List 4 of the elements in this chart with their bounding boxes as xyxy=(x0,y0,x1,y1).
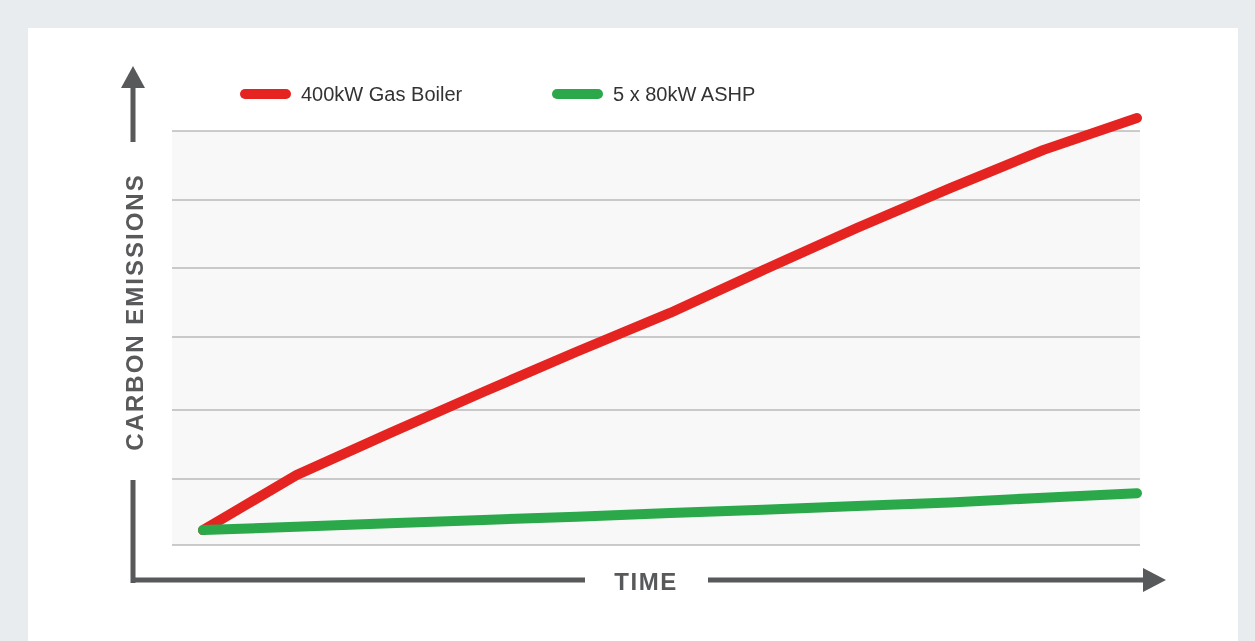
x-axis-title: TIME xyxy=(614,568,678,595)
legend-label: 5 x 80kW ASHP xyxy=(613,83,756,105)
y-axis-title: CARBON EMISSIONS xyxy=(121,173,148,451)
legend-label: 400kW Gas Boiler xyxy=(301,83,463,105)
